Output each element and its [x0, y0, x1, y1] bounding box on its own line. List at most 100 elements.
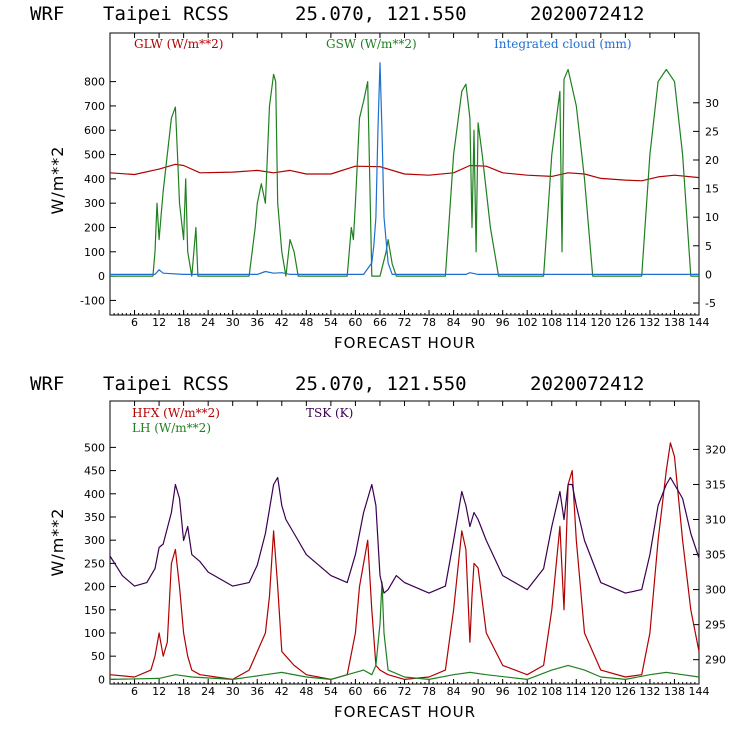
panel1-xtick-label: 54: [324, 316, 338, 329]
panel2-ytick-label: 500: [84, 441, 105, 454]
panel1-ytick-label: 0: [98, 270, 105, 283]
legend-lh: LH (W/m**2): [132, 421, 211, 435]
panel1-xlabel: FORECAST HOUR: [334, 334, 476, 352]
panel2-frame: [109, 400, 700, 685]
panel1-series-glw-line: [109, 163, 700, 182]
panel2-coords-label: 25.070, 121.550: [295, 373, 467, 395]
panel1-legend: GLW (W/m**2) GSW (W/m**2) Integrated clo…: [134, 37, 632, 51]
panel1-ytick-label: 400: [84, 173, 105, 186]
panel2-xtick-label: 60: [348, 685, 362, 698]
panel2-y2tick-label: 300: [705, 584, 726, 597]
panel2-xtick-label: 84: [447, 685, 461, 698]
panel1-y2tick-label: 20: [705, 154, 719, 167]
panel2-series-lh-line: [109, 581, 700, 681]
panel2-xtick-label: 144: [689, 685, 710, 698]
panel2-xtick-label: 36: [250, 685, 264, 698]
panel2-xtick-label: 78: [422, 685, 436, 698]
panel2-xtick-label: 126: [615, 685, 636, 698]
panel1-xtick-label: 84: [447, 316, 461, 329]
panel1-xtick-label: 48: [299, 316, 313, 329]
panel2-xtick-label: 42: [275, 685, 289, 698]
panel2-xtick-label: 30: [226, 685, 240, 698]
panel2-y2tick-label: 315: [705, 478, 726, 491]
legend-gsw: GSW (W/m**2): [326, 37, 417, 51]
panel2-y2tick-label: 295: [705, 619, 726, 632]
panel1-xtick-label: 36: [250, 316, 264, 329]
panel2-xtick-label: 108: [541, 685, 562, 698]
panel1-series-integrated-line: [110, 62, 699, 275]
panel1-model-label: WRF: [30, 3, 64, 25]
panel1-xtick-label: 60: [348, 316, 362, 329]
panel1-xtick-label: 78: [422, 316, 436, 329]
panel2-xlabel: FORECAST HOUR: [334, 703, 476, 721]
panel1-init-label: 2020072412: [530, 3, 644, 25]
panel2-ytick-label: 150: [84, 604, 105, 617]
panel2-xtick-label: 72: [398, 685, 412, 698]
legend-hfx: HFX (W/m**2): [132, 406, 220, 420]
panel1-xtick-label: 132: [639, 316, 660, 329]
panel1-y2tick-label: 15: [705, 183, 719, 196]
panel2-axes: 6 12 18 24 30 36 42 48 54 60 66 72 78 84 90 96 102 108 114…: [84, 401, 726, 698]
panel1-series: [109, 62, 700, 277]
panel2-series: [109, 442, 700, 681]
panel1-xtick-label: 144: [689, 316, 710, 329]
panel1-ytick-label: 800: [84, 76, 105, 89]
panel1-y2tick-label: -5: [705, 297, 716, 310]
panel2-legend: HFX (W/m**2) LH (W/m**2) TSK (K): [132, 406, 353, 435]
panel1-y2tick-label: 5: [705, 240, 712, 253]
panel1-y2tick-label: 10: [705, 211, 719, 224]
panel2-ytick-label: 200: [84, 581, 105, 594]
panel1-xtick-label: 42: [275, 316, 289, 329]
panel2-ytick-label: 50: [91, 650, 105, 663]
panel1-xtick-label: 114: [566, 316, 587, 329]
panel2-y2tick-label: 320: [705, 443, 726, 456]
panel1-xtick-label: 12: [152, 316, 166, 329]
panel2-ytick-label: 350: [84, 511, 105, 524]
panel1-ytick-label: 700: [84, 100, 105, 113]
panel1-xtick-label: 126: [615, 316, 636, 329]
panel1-y2tick-label: 25: [705, 125, 719, 138]
panel1-xtick-label: 108: [541, 316, 562, 329]
panel2-ytick-label: 400: [84, 488, 105, 501]
panel1-station-label: Taipei RCSS: [103, 3, 229, 25]
panel2-ytick-label: 0: [98, 673, 105, 686]
panel1-xtick-label: 6: [131, 316, 138, 329]
panel2-xtick-label: 90: [471, 685, 485, 698]
panel2-xtick-label: 114: [566, 685, 587, 698]
panel1-xtick-label: 96: [496, 316, 510, 329]
panel1-xtick-label: 30: [226, 316, 240, 329]
panel1-ytick-label: 300: [84, 197, 105, 210]
panel1-ytick-label: -100: [80, 294, 105, 307]
panel2-xtick-label: 96: [496, 685, 510, 698]
panel1-coords-label: 25.070, 121.550: [295, 3, 467, 25]
panel1-xtick-label: 120: [590, 316, 611, 329]
panel1-xtick-label: 24: [201, 316, 215, 329]
legend-integrated-cloud: Integrated cloud (mm): [494, 37, 632, 51]
panel1-y2tick-label: 30: [705, 97, 719, 110]
panel2-ytick-label: 450: [84, 465, 105, 478]
panel2-xtick-label: 24: [201, 685, 215, 698]
panel1-ytick-label: 200: [84, 221, 105, 234]
panel1-xtick-label: 90: [471, 316, 485, 329]
panel2-y2tick-label: 290: [705, 654, 726, 667]
panel1-xtick-label: 102: [517, 316, 538, 329]
panel1-series-gsw-line: [110, 68, 699, 277]
panel2-station-label: Taipei RCSS: [103, 373, 229, 395]
panel2-xtick-label: 102: [517, 685, 538, 698]
panel2-y2tick-label: 310: [705, 514, 726, 527]
panel2-xtick-label: 12: [152, 685, 166, 698]
legend-glw: GLW (W/m**2): [134, 37, 223, 51]
panel1-ytick-label: 100: [84, 246, 105, 259]
panel1-ytick-label: 500: [84, 149, 105, 162]
panel2-xtick-label: 6: [131, 685, 138, 698]
panel2-xtick-label: 48: [299, 685, 313, 698]
panel2-xtick-label: 54: [324, 685, 338, 698]
panel1-xtick-label: 66: [373, 316, 387, 329]
panel2-ytick-label: 300: [84, 534, 105, 547]
panel2-xtick-label: 18: [177, 685, 191, 698]
panel1-xtick-label: 72: [398, 316, 412, 329]
panel1-xtick-label: 18: [177, 316, 191, 329]
panel2-ytick-label: 100: [84, 627, 105, 640]
